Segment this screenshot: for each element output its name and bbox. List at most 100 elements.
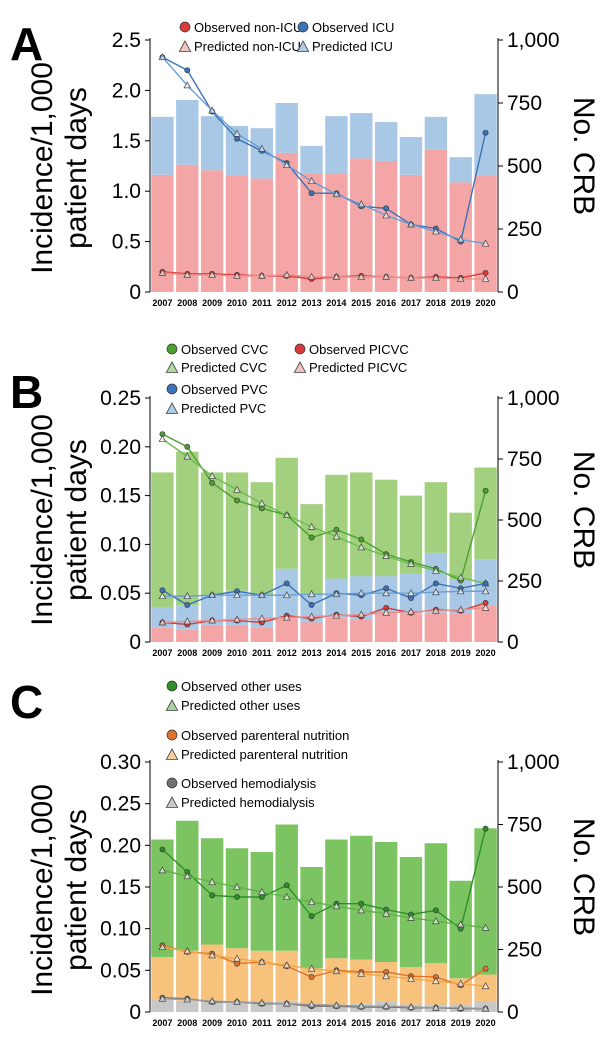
- bar-parenteral-nutrition: [374, 962, 398, 1002]
- point-predicted-non-icu: [208, 270, 216, 278]
- y2-tick-label: 500: [507, 876, 542, 899]
- point-observed-cvc: [358, 536, 365, 543]
- point-observed-icu: [308, 190, 315, 197]
- y2-axis-label: No. CRB: [567, 451, 600, 569]
- legend-label-predicted-non-icu: Predicted non-ICU: [194, 39, 301, 54]
- y2-tick-label: 1,000: [507, 29, 560, 52]
- point-observed-other-uses: [283, 882, 290, 889]
- series-line-predicted-non-icu: [162, 272, 486, 280]
- bar-non-icu: [300, 173, 323, 292]
- x-tick-label: 2015: [351, 1018, 371, 1028]
- x-tick-label: 2017: [401, 298, 421, 308]
- bar-cvc: [474, 467, 497, 560]
- legend-label-predicted-icu: Predicted ICU: [312, 39, 393, 54]
- panel-label: B: [10, 366, 43, 418]
- x-tick-label: 2010: [227, 648, 247, 658]
- bar-icu: [300, 145, 323, 174]
- point-predicted-icu: [233, 129, 241, 137]
- point-predicted-icu: [382, 211, 390, 219]
- x-tick-label: 2011: [252, 1018, 272, 1028]
- point-predicted-parenteral-nutrition: [158, 942, 167, 950]
- point-predicted-cvc: [282, 510, 291, 519]
- point-predicted-cvc: [307, 522, 316, 530]
- bar-picvc: [399, 613, 423, 642]
- y-tick-label: 0.10: [100, 918, 141, 941]
- y2-tick-label: 1,000: [507, 387, 560, 410]
- x-tick-label: 2009: [202, 298, 222, 308]
- point-predicted-other-uses: [208, 877, 216, 885]
- point-predicted-parenteral-nutrition: [183, 947, 192, 955]
- bar-icu: [225, 125, 249, 176]
- point-predicted-pvc: [158, 591, 167, 600]
- bar-non-icu: [474, 176, 497, 292]
- legend-marker-predicted-parenteral-nutrition: [165, 748, 179, 760]
- point-predicted-icu: [407, 220, 415, 228]
- point-predicted-parenteral-nutrition: [432, 977, 440, 985]
- bar-hemodialysis: [176, 1000, 199, 1012]
- y-tick-label: 1.0: [112, 180, 141, 203]
- point-predicted-non-icu: [307, 272, 316, 280]
- point-observed-parenteral-nutrition: [308, 974, 315, 980]
- point-predicted-icu: [332, 190, 341, 198]
- point-predicted-non-icu: [282, 270, 291, 278]
- point-predicted-parenteral-nutrition: [382, 972, 390, 980]
- bar-picvc: [225, 624, 249, 642]
- bar-icu: [424, 116, 448, 150]
- x-tick-label: 2016: [376, 648, 396, 658]
- point-predicted-non-icu: [357, 272, 366, 280]
- point-predicted-parenteral-nutrition: [307, 964, 316, 972]
- point-predicted-cvc: [158, 434, 167, 442]
- y2-tick-label: 500: [507, 509, 542, 532]
- y2-tick-label: 250: [507, 218, 542, 241]
- bar-parenteral-nutrition: [350, 959, 373, 1004]
- y2-tick-label: 1,000: [507, 751, 560, 774]
- point-predicted-hemodialysis: [183, 995, 192, 1003]
- bar-parenteral-nutrition: [151, 957, 174, 1000]
- point-predicted-other-uses: [183, 872, 192, 880]
- bar-picvc: [474, 605, 497, 642]
- bar-icu: [200, 116, 224, 171]
- bar-hemodialysis: [200, 1002, 224, 1012]
- point-predicted-pvc: [357, 589, 366, 597]
- point-predicted-icu: [456, 235, 465, 243]
- y-tick-label: 1.5: [112, 130, 141, 153]
- y-tick-label: 0.15: [100, 876, 141, 899]
- point-predicted-other-uses: [481, 923, 490, 931]
- panel-c: C Incidence/1,000patient days No. CRB 0 0.05…: [10, 676, 600, 1028]
- legend-label-observed-cvc: Observed CVC: [181, 342, 268, 357]
- point-observed-other-uses: [482, 825, 489, 832]
- y-tick-label: 0.5: [112, 231, 141, 254]
- x-tick-label: 2008: [177, 298, 197, 308]
- bar-other-uses: [176, 820, 199, 951]
- series-line-predicted-hemodialysis: [162, 997, 486, 1010]
- point-predicted-other-uses: [357, 906, 366, 914]
- bar-parenteral-nutrition: [200, 944, 224, 1002]
- x-tick-label: 2017: [401, 648, 421, 658]
- point-predicted-hemodialysis: [382, 1002, 390, 1010]
- point-predicted-cvc: [382, 551, 390, 560]
- point-predicted-icu: [208, 106, 216, 114]
- bar-parenteral-nutrition: [275, 950, 298, 1001]
- point-predicted-picvc: [432, 606, 440, 614]
- bar-hemodialysis: [151, 999, 174, 1012]
- bar-cvc: [374, 479, 398, 577]
- point-predicted-non-icu: [407, 273, 415, 281]
- x-tick-label: 2014: [326, 298, 346, 308]
- y2-axis-label: No. CRB: [567, 97, 600, 215]
- bar-picvc: [151, 627, 174, 642]
- point-predicted-hemodialysis: [282, 999, 291, 1007]
- point-predicted-pvc: [183, 591, 192, 600]
- bar-non-icu: [176, 164, 199, 292]
- bar-non-icu: [325, 174, 348, 292]
- bar-icu: [399, 137, 423, 175]
- y-tick-label: 0.20: [100, 436, 141, 459]
- point-predicted-picvc: [158, 618, 167, 626]
- x-tick-label: 2017: [401, 1018, 421, 1028]
- legend-label-observed-parenteral-nutrition: Observed parenteral nutrition: [181, 728, 349, 743]
- legend-marker-observed-icu: [297, 21, 309, 33]
- x-tick-label: 2015: [351, 298, 371, 308]
- y-tick-label: 0.05: [100, 959, 141, 982]
- bar-non-icu: [250, 178, 274, 292]
